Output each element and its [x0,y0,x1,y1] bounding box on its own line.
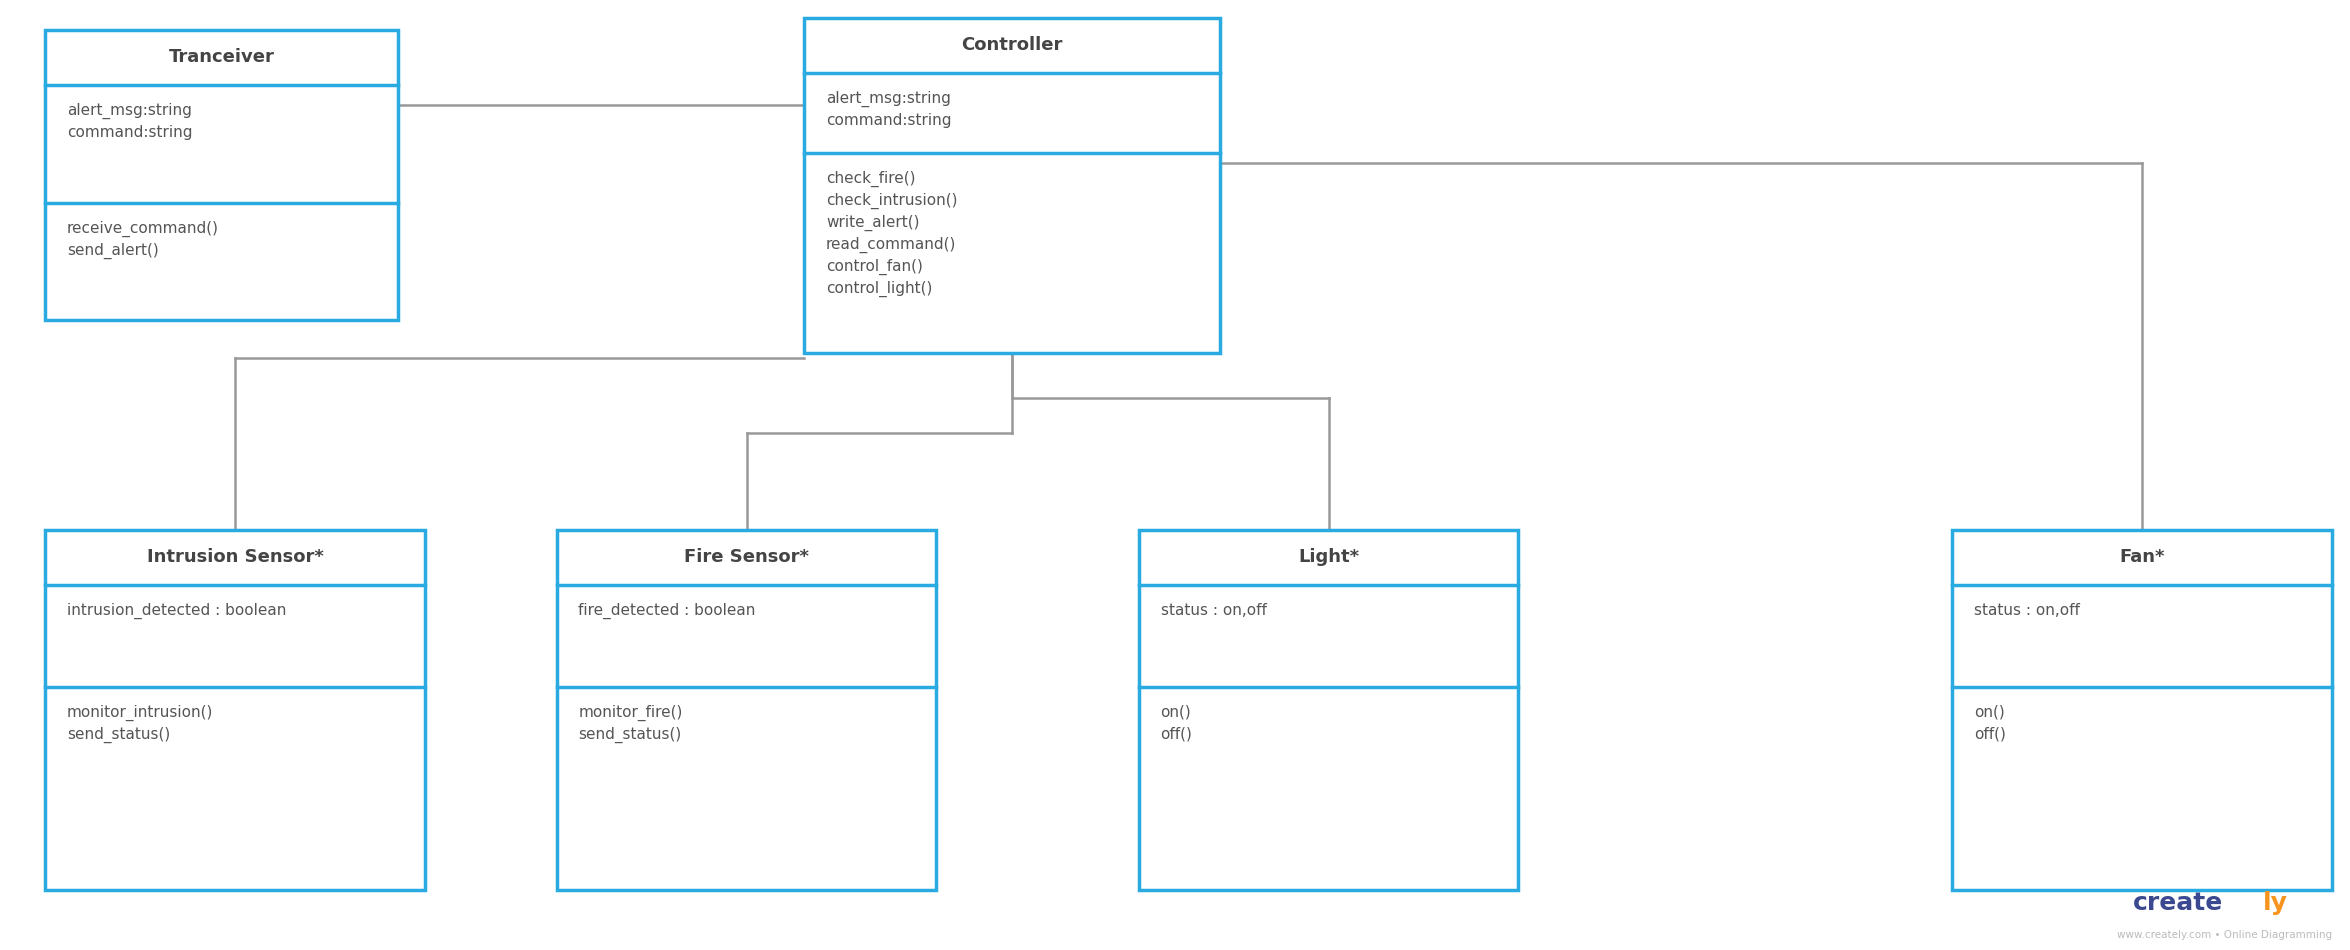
Text: check_intrusion(): check_intrusion() [827,193,956,209]
Text: control_fan(): control_fan() [827,259,924,276]
Bar [45,530,425,890]
Text: ly: ly [2263,891,2289,915]
Text: on(): on() [1161,705,1191,720]
Text: Tranceiver: Tranceiver [169,48,275,66]
Text: control_light(): control_light() [827,281,933,297]
Text: command:string: command:string [827,113,952,128]
Text: Fire Sensor*: Fire Sensor* [684,548,808,566]
Bar [45,30,397,320]
Text: Intrusion Sensor*: Intrusion Sensor* [146,548,324,566]
Text: send_status(): send_status() [66,727,169,743]
Text: Light*: Light* [1297,548,1358,566]
Text: status : on,off: status : on,off [1161,603,1267,618]
Text: off(): off() [1974,727,2007,742]
Text: monitor_intrusion(): monitor_intrusion() [66,705,214,721]
Text: Controller: Controller [961,36,1062,54]
Text: write_alert(): write_alert() [827,215,919,231]
Bar [1140,530,1518,890]
Text: check_fire(): check_fire() [827,171,916,187]
Text: on(): on() [1974,705,2005,720]
Text: command:string: command:string [66,125,193,140]
Text: receive_command(): receive_command() [66,220,219,237]
Text: read_command(): read_command() [827,237,956,254]
Text: Fan*: Fan* [2120,548,2164,566]
Text: intrusion_detected : boolean: intrusion_detected : boolean [66,603,287,619]
Text: send_status(): send_status() [578,727,682,743]
Text: create: create [2134,891,2223,915]
Text: fire_detected : boolean: fire_detected : boolean [578,603,757,619]
Text: off(): off() [1161,727,1191,742]
Text: status : on,off: status : on,off [1974,603,2080,618]
Text: send_alert(): send_alert() [66,242,160,258]
Bar [804,18,1220,353]
Bar [557,530,935,890]
Text: alert_msg:string: alert_msg:string [827,91,952,107]
Text: alert_msg:string: alert_msg:string [66,103,193,119]
Text: monitor_fire(): monitor_fire() [578,705,684,721]
Text: www.creately.com • Online Diagramming: www.creately.com • Online Diagramming [2117,930,2331,940]
Bar [1953,530,2331,890]
